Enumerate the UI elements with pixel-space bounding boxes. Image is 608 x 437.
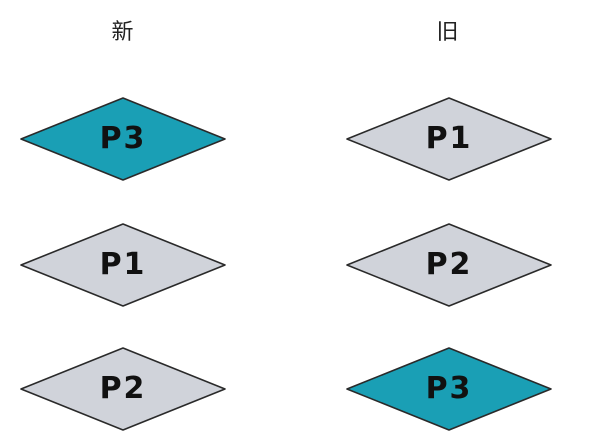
diamond-shape	[20, 223, 226, 307]
diamond-shape	[20, 347, 226, 431]
diamond-old-1: P1	[345, 96, 553, 182]
diamond-shape	[346, 223, 552, 307]
diamond-old-2: P2	[345, 222, 553, 308]
diamond-new-1: P3	[19, 96, 227, 182]
diamond-new-3: P2	[19, 346, 227, 432]
diamond-shape	[20, 97, 226, 181]
diamond-shape	[346, 97, 552, 181]
diamond-shape	[346, 347, 552, 431]
diamond-label: P1	[99, 247, 147, 282]
diamond-label: P1	[425, 121, 473, 156]
diamond-label: P3	[99, 121, 147, 156]
column-title-old: 旧	[436, 20, 460, 45]
diamond-label: P2	[99, 371, 147, 406]
diamond-old-3: P3	[345, 346, 553, 432]
diamond-label: P3	[425, 371, 473, 406]
diamond-new-2: P1	[19, 222, 227, 308]
column-title-new: 新	[111, 20, 135, 45]
diamond-label: P2	[425, 247, 473, 282]
